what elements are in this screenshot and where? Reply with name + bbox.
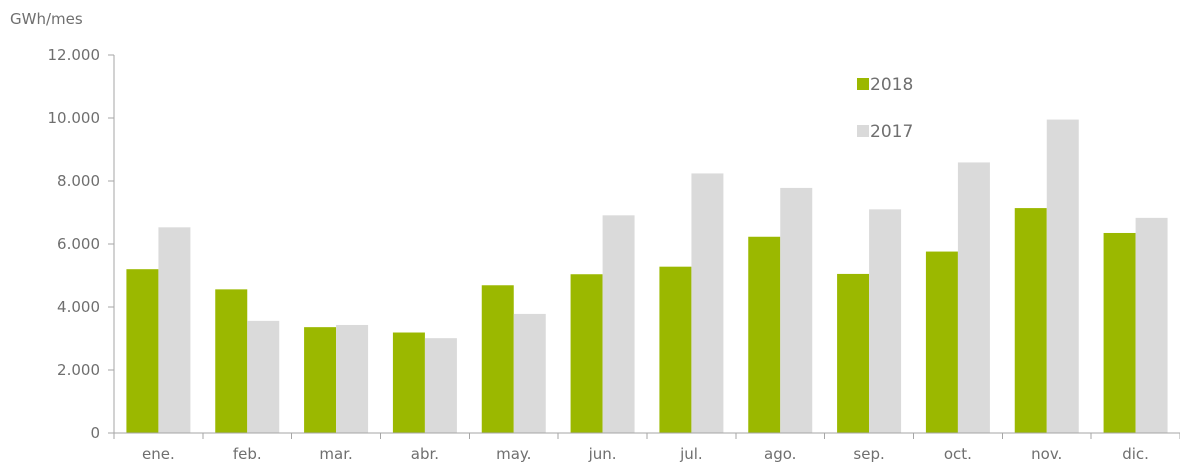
x-tick-label: oct.	[944, 445, 972, 463]
bar-2017-1	[247, 320, 280, 433]
bar-2017-0	[158, 227, 191, 433]
bar-2018-10	[1014, 208, 1047, 433]
bars-group	[126, 119, 1168, 434]
bar-2018-6	[659, 266, 692, 433]
bar-2017-2	[336, 324, 369, 433]
bar-2017-6	[691, 173, 724, 433]
bar-2017-4	[513, 313, 546, 433]
y-tick-label: 2.000	[57, 361, 100, 379]
bar-2018-3	[392, 332, 425, 433]
bar-2017-5	[602, 215, 635, 433]
x-tick-label: abr.	[411, 445, 439, 463]
y-axis-unit-label: GWh/mes	[10, 10, 83, 28]
bar-2017-3	[424, 338, 457, 433]
legend-swatch-2018	[857, 78, 869, 90]
bar-2017-8	[869, 209, 902, 433]
x-tick-label: dic.	[1122, 445, 1149, 463]
x-tick-label: jun.	[588, 445, 617, 463]
bar-2017-7	[780, 187, 813, 433]
bar-2017-9	[957, 162, 990, 434]
bar-2017-11	[1135, 217, 1168, 433]
bar-2017-10	[1046, 119, 1079, 433]
x-tick-label: jul.	[679, 445, 703, 463]
y-tick-label: 12.000	[48, 46, 101, 64]
bar-2018-8	[837, 273, 870, 433]
y-tick-label: 6.000	[57, 235, 100, 253]
bar-2018-1	[215, 289, 248, 433]
legend-label-2017: 2017	[870, 122, 913, 142]
x-tick-label: mar.	[319, 445, 352, 463]
y-tick-label: 10.000	[48, 109, 101, 127]
bar-2018-9	[925, 251, 958, 433]
x-axis: ene. feb. mar. abr. may. jun. jul. ago. sep. oct.…	[113, 432, 1180, 463]
x-tick-label: may.	[496, 445, 531, 463]
legend-label-2018: 2018	[870, 75, 913, 95]
x-tick-label: ago.	[764, 445, 796, 463]
bar-2018-4	[481, 285, 514, 433]
legend: 2018 2017	[857, 75, 913, 142]
y-tick-label: 0	[90, 424, 100, 442]
x-tick-label: nov.	[1031, 445, 1062, 463]
legend-swatch-2017	[857, 125, 869, 137]
bar-2018-5	[570, 274, 603, 433]
x-tick-label: ene.	[142, 445, 175, 463]
bar-2018-11	[1103, 232, 1136, 433]
x-tick-label: feb.	[233, 445, 262, 463]
bar-2018-0	[126, 269, 159, 433]
bar-2018-2	[304, 327, 337, 433]
x-tick-label: sep.	[853, 445, 884, 463]
y-tick-label: 4.000	[57, 298, 100, 316]
y-axis: 0 2.000 4.000 6.000 8.000 10.000 12.000	[48, 46, 115, 442]
bar-2018-7	[748, 236, 781, 433]
y-tick-label: 8.000	[57, 172, 100, 190]
